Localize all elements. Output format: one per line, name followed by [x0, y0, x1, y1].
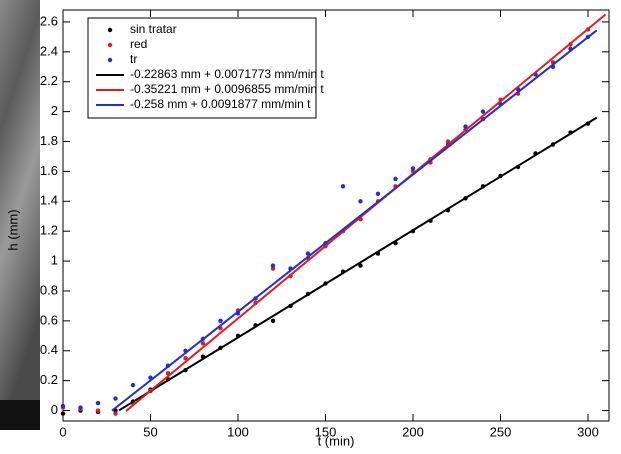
x-tick-label: 50	[143, 424, 157, 439]
y-tick-label: 2	[51, 103, 58, 118]
data-point	[340, 184, 346, 189]
data-point	[410, 166, 416, 171]
data-point	[130, 382, 136, 388]
y-tick-label: 2.4	[40, 43, 58, 58]
data-point	[305, 251, 311, 256]
legend-label: -0.22863 mm + 0.0071773 mm/min t	[130, 67, 324, 81]
legend-label: sin tratar	[130, 22, 177, 36]
y-tick-label: 0.6	[40, 312, 58, 327]
data-point	[270, 263, 276, 268]
x-tick-label: 300	[577, 424, 599, 439]
y-tick-label: 0	[51, 402, 58, 417]
x-tick-label: 250	[490, 424, 512, 439]
data-point	[60, 411, 66, 416]
legend-label: -0.258 mm + 0.0091877 mm/min t	[130, 97, 311, 111]
data-point	[113, 396, 118, 401]
data-point	[200, 341, 206, 346]
background-image-bar	[0, 400, 40, 430]
x-tick-label: 0	[59, 424, 66, 439]
data-point	[393, 176, 398, 182]
data-point	[358, 263, 363, 268]
fit-line	[111, 29, 598, 412]
legend-marker	[107, 42, 113, 48]
x-tick-label: 100	[227, 424, 249, 439]
y-tick-label: 0.8	[40, 282, 58, 297]
data-point	[463, 124, 468, 129]
data-point	[113, 411, 118, 416]
background-image	[0, 0, 40, 400]
data-point	[95, 408, 101, 413]
x-tick-label: 150	[315, 424, 337, 439]
legend-marker	[107, 27, 113, 33]
x-tick-label: 200	[402, 424, 424, 439]
y-tick-label: 0.2	[40, 372, 58, 387]
legend-box	[87, 17, 317, 119]
x-axis-label: t (min)	[318, 433, 355, 448]
fit-line	[118, 116, 598, 412]
y-axis-label: h (mm)	[5, 209, 20, 250]
legend-label: -0.35221 mm + 0.0096855 mm/min t	[130, 82, 324, 96]
data-point	[218, 318, 223, 324]
data-point	[358, 199, 363, 204]
y-tick-label: 1.8	[40, 133, 58, 148]
data-point	[375, 191, 381, 197]
legend-label: tr	[130, 52, 137, 66]
y-tick-label: 0.4	[40, 342, 58, 357]
y-tick-label: 2.6	[40, 13, 58, 28]
data-point	[480, 109, 486, 114]
y-tick-label: 2.2	[40, 73, 58, 88]
legend-label: red	[130, 37, 147, 51]
y-tick-label: 1	[51, 253, 58, 268]
y-tick-label: 1.4	[40, 193, 58, 208]
data-point	[78, 405, 83, 410]
data-point	[60, 403, 66, 409]
data-point	[183, 356, 188, 361]
data-point	[95, 400, 101, 406]
y-tick-label: 1.2	[40, 223, 58, 238]
legend-marker	[107, 57, 113, 63]
y-tick-label: 1.6	[40, 163, 58, 178]
data-point	[270, 318, 276, 324]
